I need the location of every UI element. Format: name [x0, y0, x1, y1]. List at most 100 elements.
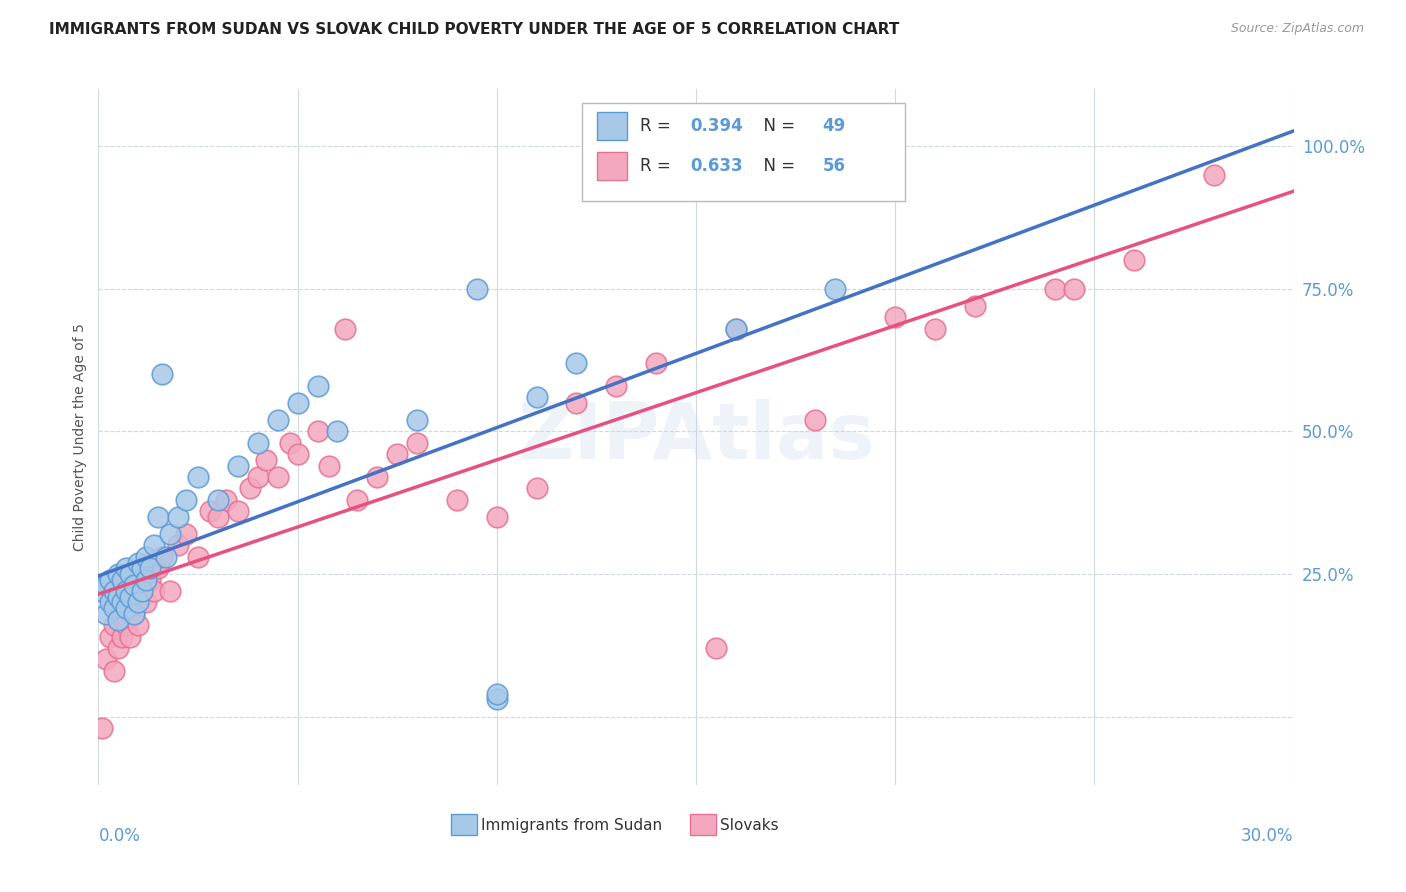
Point — [1063, 282, 1085, 296]
Point — [385, 447, 409, 461]
Point — [645, 356, 668, 370]
Point — [287, 396, 309, 410]
Point — [127, 595, 149, 609]
Point — [150, 368, 173, 382]
Point — [103, 584, 125, 599]
FancyBboxPatch shape — [690, 814, 716, 835]
Point — [120, 590, 142, 604]
Point — [96, 578, 118, 592]
Point — [135, 549, 157, 564]
Point — [155, 549, 177, 564]
Point — [111, 630, 134, 644]
Text: 49: 49 — [823, 117, 846, 135]
Point — [465, 282, 488, 296]
Point — [485, 687, 508, 701]
Point — [111, 595, 134, 609]
Point — [131, 584, 153, 599]
Point — [215, 492, 238, 507]
Point — [318, 458, 340, 473]
Point — [704, 641, 727, 656]
Point — [127, 556, 149, 570]
Text: N =: N = — [754, 157, 800, 175]
Point — [124, 578, 146, 592]
Point — [406, 413, 429, 427]
Point — [150, 549, 173, 564]
Point — [91, 721, 114, 735]
Point — [267, 413, 290, 427]
Point — [124, 607, 146, 621]
Point — [335, 322, 357, 336]
Point — [107, 590, 129, 604]
Point — [91, 584, 114, 599]
Point — [485, 692, 508, 706]
FancyBboxPatch shape — [596, 112, 627, 140]
Point — [246, 435, 269, 450]
Point — [307, 425, 329, 439]
Text: Slovaks: Slovaks — [720, 818, 779, 833]
Point — [278, 435, 301, 450]
Text: 30.0%: 30.0% — [1241, 827, 1294, 845]
Text: 0.0%: 0.0% — [98, 827, 141, 845]
Point — [115, 618, 138, 632]
Point — [98, 573, 122, 587]
Text: 0.394: 0.394 — [690, 117, 742, 135]
Point — [103, 618, 125, 632]
Point — [226, 504, 249, 518]
FancyBboxPatch shape — [596, 152, 627, 179]
Point — [115, 561, 138, 575]
Point — [127, 618, 149, 632]
Point — [526, 482, 548, 496]
Point — [107, 566, 129, 581]
Point — [267, 470, 290, 484]
Point — [139, 561, 162, 575]
Point — [174, 492, 197, 507]
Point — [307, 378, 329, 392]
Point — [120, 630, 142, 644]
Point — [139, 573, 162, 587]
Point — [485, 510, 508, 524]
Point — [884, 310, 907, 325]
Point — [143, 538, 166, 552]
Point — [226, 458, 249, 473]
Point — [724, 322, 747, 336]
Point — [124, 607, 146, 621]
Point — [115, 584, 138, 599]
Point — [131, 584, 153, 599]
Point — [148, 561, 170, 575]
Point — [605, 378, 627, 392]
Point — [406, 435, 429, 450]
Point — [366, 470, 388, 484]
Point — [159, 584, 181, 599]
Point — [346, 492, 368, 507]
Y-axis label: Child Poverty Under the Age of 5: Child Poverty Under the Age of 5 — [73, 323, 87, 551]
Text: R =: R = — [640, 157, 676, 175]
Point — [103, 664, 125, 678]
Text: Immigrants from Sudan: Immigrants from Sudan — [481, 818, 662, 833]
Text: ZIPAtlas: ZIPAtlas — [517, 399, 875, 475]
Text: N =: N = — [754, 117, 800, 135]
Point — [111, 595, 134, 609]
Point — [446, 492, 468, 507]
Point — [963, 299, 986, 313]
Point — [115, 601, 138, 615]
Point — [824, 282, 846, 296]
Point — [239, 482, 262, 496]
Point — [254, 453, 277, 467]
Point — [1123, 253, 1146, 268]
Text: IMMIGRANTS FROM SUDAN VS SLOVAK CHILD POVERTY UNDER THE AGE OF 5 CORRELATION CHA: IMMIGRANTS FROM SUDAN VS SLOVAK CHILD PO… — [49, 22, 900, 37]
Text: Source: ZipAtlas.com: Source: ZipAtlas.com — [1230, 22, 1364, 36]
Point — [159, 527, 181, 541]
Point — [924, 322, 946, 336]
Point — [103, 601, 125, 615]
Point — [111, 573, 134, 587]
Point — [565, 356, 588, 370]
Point — [107, 607, 129, 621]
Point — [207, 510, 229, 524]
Point — [98, 595, 122, 609]
Point — [96, 607, 118, 621]
FancyBboxPatch shape — [582, 103, 905, 201]
Point — [96, 652, 118, 666]
Point — [724, 322, 747, 336]
Point — [187, 549, 209, 564]
Point — [167, 510, 190, 524]
